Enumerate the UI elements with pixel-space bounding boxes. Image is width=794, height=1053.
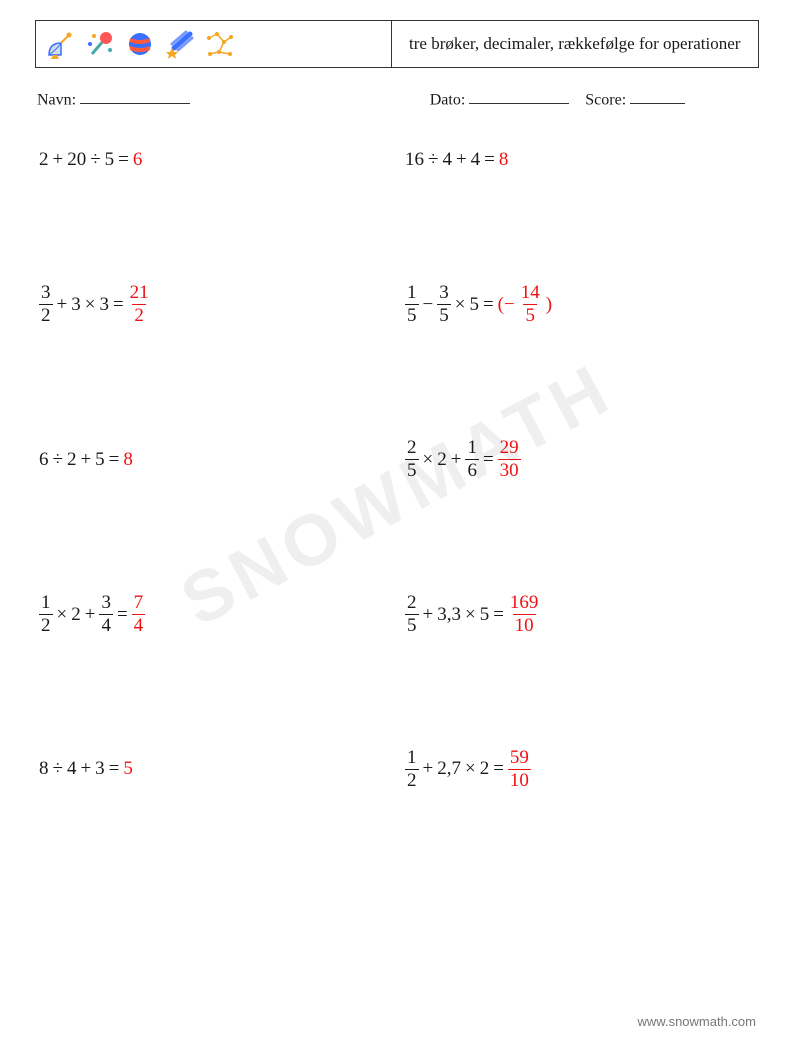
problem-row: 8÷4+3= 512+2,7×2= 5910 <box>35 748 759 791</box>
problem-cell: 16÷4+4= 8 <box>393 149 759 171</box>
name-blank[interactable] <box>80 90 190 104</box>
info-line: Navn: Dato: Score: <box>35 86 759 119</box>
problem-cell: 12×2+34= 74 <box>35 593 393 636</box>
problems-grid: 2+20÷5= 616÷4+4= 832+3×3= 21215−35×5= (−… <box>35 119 759 791</box>
date-label: Dato: <box>430 91 466 108</box>
problem-cell: 12+2,7×2= 5910 <box>393 748 759 791</box>
answer-expression: 212 <box>126 283 153 326</box>
answer-expression: 6 <box>131 149 145 171</box>
problem-row: 12×2+34= 7425+3,3×5= 16910 <box>35 593 759 636</box>
problem-cell: 8÷4+3= 5 <box>35 748 393 791</box>
worksheet-title: tre brøker, decimaler, rækkefølge for op… <box>392 21 759 67</box>
question-expression: 25×2+16= <box>403 438 496 481</box>
planet-icon <box>124 28 156 60</box>
constellation-icon <box>204 28 236 60</box>
problem-row: 2+20÷5= 616÷4+4= 8 <box>35 149 759 171</box>
worksheet-header: tre brøker, decimaler, rækkefølge for op… <box>35 20 759 68</box>
question-expression: 8÷4+3= <box>37 758 121 780</box>
problem-row: 6÷2+5= 825×2+16= 2930 <box>35 438 759 481</box>
question-expression: 6÷2+5= <box>37 449 121 471</box>
question-expression: 16÷4+4= <box>403 149 497 171</box>
score-label: Score: <box>585 91 626 108</box>
header-icon-group <box>36 21 392 67</box>
problem-cell: 15−35×5= (−145) <box>393 283 759 326</box>
date-blank[interactable] <box>469 90 569 104</box>
problem-cell: 6÷2+5= 8 <box>35 438 393 481</box>
problem-cell: 32+3×3= 212 <box>35 283 393 326</box>
comet-icon <box>164 28 196 60</box>
question-expression: 12×2+34= <box>37 593 130 636</box>
question-expression: 25+3,3×5= <box>403 593 506 636</box>
question-expression: 2+20÷5= <box>37 149 131 171</box>
question-expression: 32+3×3= <box>37 283 126 326</box>
problem-cell: 2+20÷5= 6 <box>35 149 393 171</box>
answer-expression: 8 <box>121 449 135 471</box>
question-expression: 12+2,7×2= <box>403 748 506 791</box>
answer-expression: 2930 <box>496 438 523 481</box>
footer-url: www.snowmath.com <box>638 1014 756 1029</box>
question-expression: 15−35×5= <box>403 283 496 326</box>
answer-expression: 5910 <box>506 748 533 791</box>
answer-expression: 16910 <box>506 593 543 636</box>
problem-row: 32+3×3= 21215−35×5= (−145) <box>35 283 759 326</box>
answer-expression: 74 <box>130 593 148 636</box>
rattle-icon <box>84 28 116 60</box>
satellite-icon <box>44 28 76 60</box>
problem-cell: 25+3,3×5= 16910 <box>393 593 759 636</box>
score-blank[interactable] <box>630 90 685 104</box>
answer-expression: 8 <box>497 149 511 171</box>
answer-expression: (−145) <box>496 283 554 326</box>
name-label: Navn: <box>37 91 76 108</box>
problem-cell: 25×2+16= 2930 <box>393 438 759 481</box>
answer-expression: 5 <box>121 758 135 780</box>
